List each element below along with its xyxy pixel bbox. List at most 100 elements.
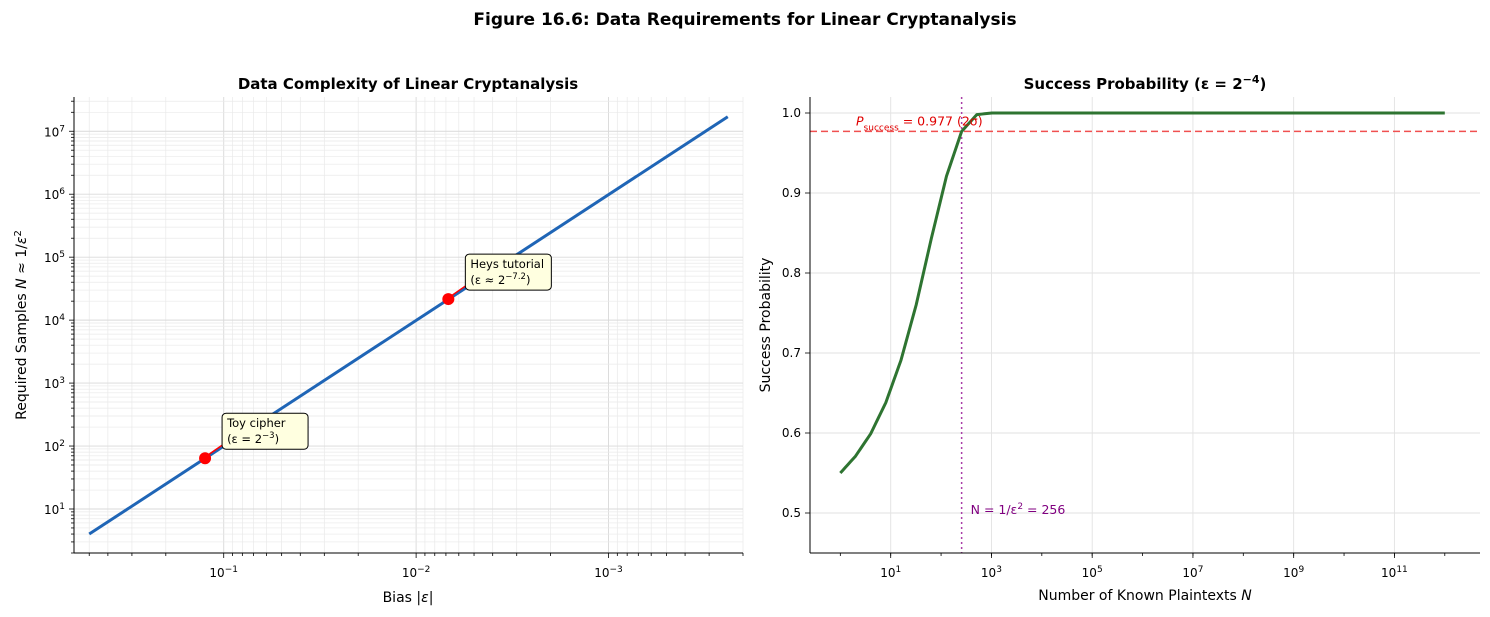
required-samples-label: N = 1/ε2 = 256 [971,502,1066,517]
y-tick-label: 0.8 [782,266,801,280]
annotation-arrow [208,444,223,455]
tick-base: 10 [44,251,59,265]
threshold-label-sub: success [864,123,900,133]
x-tick-label: 105 [1082,565,1103,580]
tick-exponent: 7 [1198,565,1204,575]
tick-exponent: 2 [59,439,65,449]
tick-exponent: −3 [610,565,623,575]
series-line [88,115,729,536]
right-title-exp: −4 [1243,73,1260,86]
required-samples-label-exp: 2 [1017,502,1023,512]
annotation-box [464,253,552,291]
threshold-label: Psuccess = 0.977 (2σ) [856,113,983,133]
y-tick-label: 101 [44,502,65,517]
tick-base: 10 [981,566,996,580]
tick-base: 10 [44,377,59,391]
left-axes [69,97,744,558]
annotation-value-exp: −7.2 [505,272,526,282]
y-tick-label: 103 [44,376,65,391]
left-plot-area: Toy cipher(ε = 2−3)Heys tutorial(ε ≈ 2−7… [88,115,729,536]
right-y-axis-label: Success Probability [758,258,774,393]
y-tick-label: 104 [44,313,65,328]
x-tick-label: 10−1 [209,565,238,580]
annotation-value-suffix: ) [526,273,531,287]
right-xlabel-prefix: Number of Known Plaintexts [1038,588,1241,604]
y-tick-label: 0.5 [782,506,801,520]
x-tick-label: 10−3 [594,565,623,580]
tick-exponent: 3 [59,376,65,386]
threshold-label-value: = 0.977 (2σ) [899,113,983,128]
right-title-suffix: ) [1260,75,1267,93]
tick-exponent: 9 [1298,565,1304,575]
y-tick-label: 0.9 [782,186,801,200]
tick-base: 10 [44,314,59,328]
annotation-value-suffix: ) [275,432,280,446]
right-plot-area: Psuccess = 0.977 (2σ) N = 1/ε2 = 256 [810,97,1480,553]
tick-exponent: −2 [417,565,430,575]
y-tick-label: 107 [44,124,65,139]
left-y-axis-label: Required Samples N ≈ 1/ε2 [13,230,31,420]
tick-base: 10 [1182,566,1197,580]
tick-exponent: 4 [59,313,65,323]
y-tick-label: 105 [44,250,65,265]
success-curve [839,111,1445,475]
y-tick-label: 0.6 [782,426,801,440]
tick-base: 10 [44,188,59,202]
annotation-title: Toy cipher [226,416,286,430]
tick-base: 10 [44,440,59,454]
tick-exponent: 1 [895,565,901,575]
tick-exponent: 5 [59,250,65,260]
x-tick-label: 109 [1283,565,1304,580]
tick-base: 10 [1381,566,1396,580]
threshold-label-var: P [856,113,864,128]
right-x-axis-label: Number of Known Plaintexts N [1038,588,1252,604]
x-tick-label: 1011 [1381,565,1408,580]
y-tick-label: 102 [44,439,65,454]
tick-base: 10 [402,566,417,580]
annotation-box [221,412,309,450]
annotation-value-exp: −3 [262,431,275,441]
y-tick-label: 106 [44,187,65,202]
annotation-arrow [451,285,466,296]
tick-exponent: 6 [59,187,65,197]
annotation-value-prefix: (ε = 2 [227,432,262,446]
required-samples-label-prefix: N = 1/ε [971,502,1018,517]
y-tick-label: 1.0 [782,106,801,120]
annotation-value-prefix: (ε ≈ 2 [470,273,505,287]
x-tick-label: 107 [1182,565,1203,580]
tick-exponent: −1 [225,565,238,575]
tick-base: 10 [1283,566,1298,580]
right-xlabel-var: N [1241,588,1252,604]
left-chart-title: Data Complexity of Linear Cryptanalysis [238,75,578,93]
left-x-axis-label: Bias |ε| [383,590,434,606]
annotation-value: (ε = 2−3) [227,431,279,446]
figure-title: Figure 16.6: Data Requirements for Linea… [473,10,1016,30]
data-point [199,452,212,465]
right-title-prefix: Success Probability (ε = 2 [1024,75,1243,93]
tick-base: 10 [44,503,59,517]
tick-base: 10 [209,566,224,580]
x-tick-label: 101 [880,565,901,580]
tick-base: 10 [594,566,609,580]
x-tick-label: 10−2 [402,565,431,580]
tick-exponent: 7 [59,124,65,134]
tick-exponent: 11 [1396,565,1407,575]
x-tick-label: 103 [981,565,1002,580]
right-chart-title: Success Probability (ε = 2−4) [1024,73,1267,94]
right-grid [810,97,1480,553]
tick-exponent: 5 [1097,565,1103,575]
right-axes [805,97,1480,558]
annotation-value: (ε ≈ 2−7.2) [470,272,530,287]
annotation-title: Heys tutorial [470,257,544,271]
tick-base: 10 [44,125,59,139]
right-panel: Success Probability (ε = 2−4) Psuccess =… [758,73,1480,604]
tick-exponent: 3 [996,565,1002,575]
data-point [442,293,455,306]
required-samples-label-value: = 256 [1023,502,1065,517]
tick-base: 10 [880,566,895,580]
y-tick-label: 0.7 [782,346,801,360]
tick-exponent: 1 [59,502,65,512]
